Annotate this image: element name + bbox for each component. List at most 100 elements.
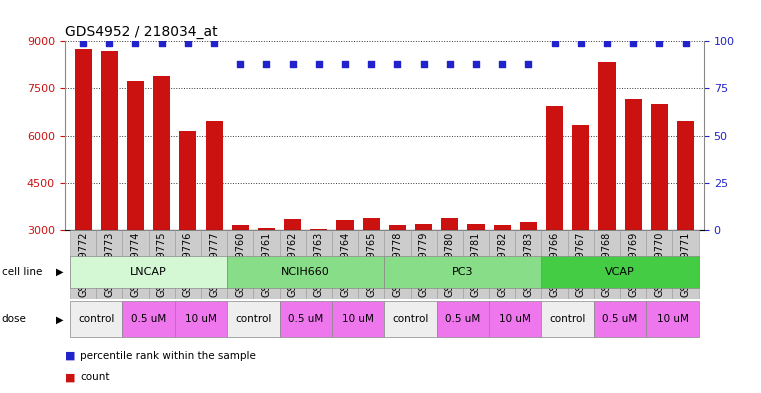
Point <box>287 61 299 67</box>
Point <box>260 61 272 67</box>
Bar <box>677 121 694 230</box>
Text: GSM1359781: GSM1359781 <box>471 232 481 297</box>
Bar <box>306 230 332 299</box>
Text: 10 uM: 10 uM <box>499 314 531 324</box>
Bar <box>127 81 144 230</box>
Bar <box>489 230 515 299</box>
Point <box>627 40 639 46</box>
Text: GSM1359770: GSM1359770 <box>654 232 664 298</box>
Text: GSM1359776: GSM1359776 <box>183 232 193 298</box>
Text: ▶: ▶ <box>56 314 63 324</box>
Point <box>575 40 587 46</box>
Text: GSM1359778: GSM1359778 <box>393 232 403 298</box>
Bar <box>336 220 354 230</box>
Bar <box>75 49 91 230</box>
Text: GSM1359780: GSM1359780 <box>444 232 455 297</box>
Text: 10 uM: 10 uM <box>185 314 217 324</box>
Bar <box>542 301 594 337</box>
Point <box>549 40 561 46</box>
Text: NCIH660: NCIH660 <box>282 267 330 277</box>
Bar <box>441 218 458 230</box>
Text: dose: dose <box>2 314 27 324</box>
Bar <box>153 76 170 230</box>
Bar <box>175 301 227 337</box>
Bar <box>258 228 275 230</box>
Bar <box>594 230 620 299</box>
Bar <box>70 301 123 337</box>
Bar <box>520 222 537 230</box>
Point <box>680 40 692 46</box>
Text: GSM1359761: GSM1359761 <box>262 232 272 297</box>
Point <box>182 40 194 46</box>
Bar <box>70 256 227 288</box>
Bar <box>646 301 699 337</box>
Bar <box>515 230 542 299</box>
Text: cell line: cell line <box>2 267 42 277</box>
Point <box>470 61 482 67</box>
Text: percentile rank within the sample: percentile rank within the sample <box>80 351 256 361</box>
Text: 0.5 uM: 0.5 uM <box>603 314 638 324</box>
Text: GSM1359771: GSM1359771 <box>680 232 690 298</box>
Point <box>601 40 613 46</box>
Bar <box>437 230 463 299</box>
Text: GSM1359775: GSM1359775 <box>157 232 167 298</box>
Text: LNCAP: LNCAP <box>130 267 167 277</box>
Bar <box>415 224 432 230</box>
Bar <box>542 256 699 288</box>
Bar <box>284 219 301 230</box>
Text: 10 uM: 10 uM <box>342 314 374 324</box>
Text: 10 uM: 10 uM <box>657 314 689 324</box>
Bar <box>410 230 437 299</box>
Text: GSM1359764: GSM1359764 <box>340 232 350 297</box>
Point <box>391 61 403 67</box>
Bar <box>542 230 568 299</box>
Point <box>208 40 220 46</box>
Text: ■: ■ <box>65 372 75 382</box>
Bar <box>231 225 249 230</box>
Bar <box>227 256 384 288</box>
Bar <box>148 230 175 299</box>
Text: GSM1359760: GSM1359760 <box>235 232 245 297</box>
Text: control: control <box>393 314 428 324</box>
Text: control: control <box>235 314 272 324</box>
Bar <box>279 230 306 299</box>
Text: GSM1359768: GSM1359768 <box>602 232 612 297</box>
Text: GSM1359783: GSM1359783 <box>524 232 533 297</box>
Text: ▶: ▶ <box>56 267 63 277</box>
Bar <box>384 256 542 288</box>
Point <box>77 40 89 46</box>
Bar <box>598 62 616 230</box>
Bar <box>332 301 384 337</box>
Bar <box>572 125 589 230</box>
Text: PC3: PC3 <box>452 267 473 277</box>
Point <box>653 40 665 46</box>
Point <box>365 61 377 67</box>
Text: GSM1359774: GSM1359774 <box>130 232 141 298</box>
Bar <box>384 301 437 337</box>
Bar <box>651 104 668 230</box>
Point <box>234 61 247 67</box>
Text: 0.5 uM: 0.5 uM <box>131 314 166 324</box>
Bar <box>463 230 489 299</box>
Bar <box>620 230 646 299</box>
Text: GSM1359782: GSM1359782 <box>497 232 507 298</box>
Point <box>418 61 430 67</box>
Bar <box>253 230 279 299</box>
Text: count: count <box>80 372 110 382</box>
Bar <box>227 230 253 299</box>
Point <box>313 61 325 67</box>
Text: GSM1359766: GSM1359766 <box>549 232 559 297</box>
Bar <box>332 230 358 299</box>
Bar <box>594 301 646 337</box>
Bar <box>646 230 673 299</box>
Text: ■: ■ <box>65 351 75 361</box>
Text: GSM1359769: GSM1359769 <box>628 232 638 297</box>
Bar <box>279 301 332 337</box>
Text: GSM1359777: GSM1359777 <box>209 232 219 298</box>
Point <box>522 61 534 67</box>
Bar <box>546 106 563 230</box>
Text: GDS4952 / 218034_at: GDS4952 / 218034_at <box>65 25 218 39</box>
Text: GSM1359779: GSM1359779 <box>419 232 428 298</box>
Bar <box>363 218 380 230</box>
Point <box>339 61 351 67</box>
